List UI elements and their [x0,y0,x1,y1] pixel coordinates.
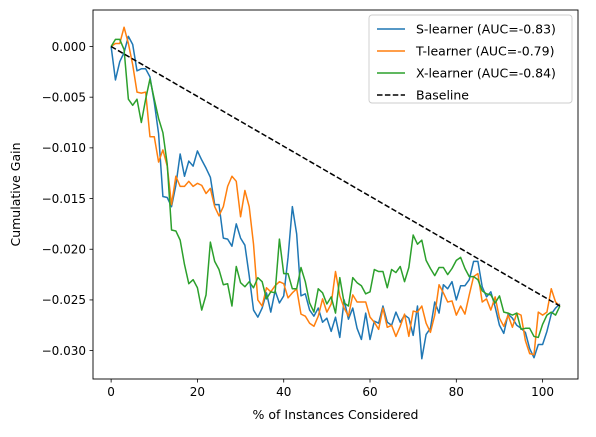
y-axis-label: Cumulative Gain [8,142,23,246]
legend-label: X-learner (AUC=-0.84) [416,66,556,81]
y-tick-label: 0.000 [52,40,86,54]
x-tick-label: 40 [276,385,291,399]
series-line-baseline [110,45,561,307]
x-tick-label: 80 [449,385,464,399]
x-tick-label: 20 [190,385,205,399]
y-tick-label: −0.025 [42,293,86,307]
legend: S-learner (AUC=-0.83) T-learner (AUC=-0.7… [368,14,573,104]
y-tick-label: −0.005 [42,90,86,104]
legend-label: T-learner (AUC=-0.79) [415,44,554,59]
x-tick-label: 60 [362,385,377,399]
series-layer [110,26,561,360]
y-tick-label: −0.020 [42,243,86,257]
legend-label: Baseline [416,88,469,103]
x-tick-label: 0 [107,385,115,399]
legend-label: S-learner (AUC=-0.83) [416,22,556,37]
plot-frame [92,9,579,380]
x-axis: 0 20 40 60 80 100 [107,379,554,399]
y-axis: 0.000 −0.005 −0.010 −0.015 −0.020 −0.025 −0.03… [42,40,93,358]
y-tick-label: −0.030 [42,344,86,358]
x-axis-label: % of Instances Considered [253,407,419,422]
series-line-x-learner [110,38,561,339]
y-tick-label: −0.015 [42,192,86,206]
y-tick-label: −0.010 [42,141,86,155]
x-tick-label: 100 [531,385,554,399]
legend-box [368,14,573,104]
series-line-t-learner [110,26,561,356]
